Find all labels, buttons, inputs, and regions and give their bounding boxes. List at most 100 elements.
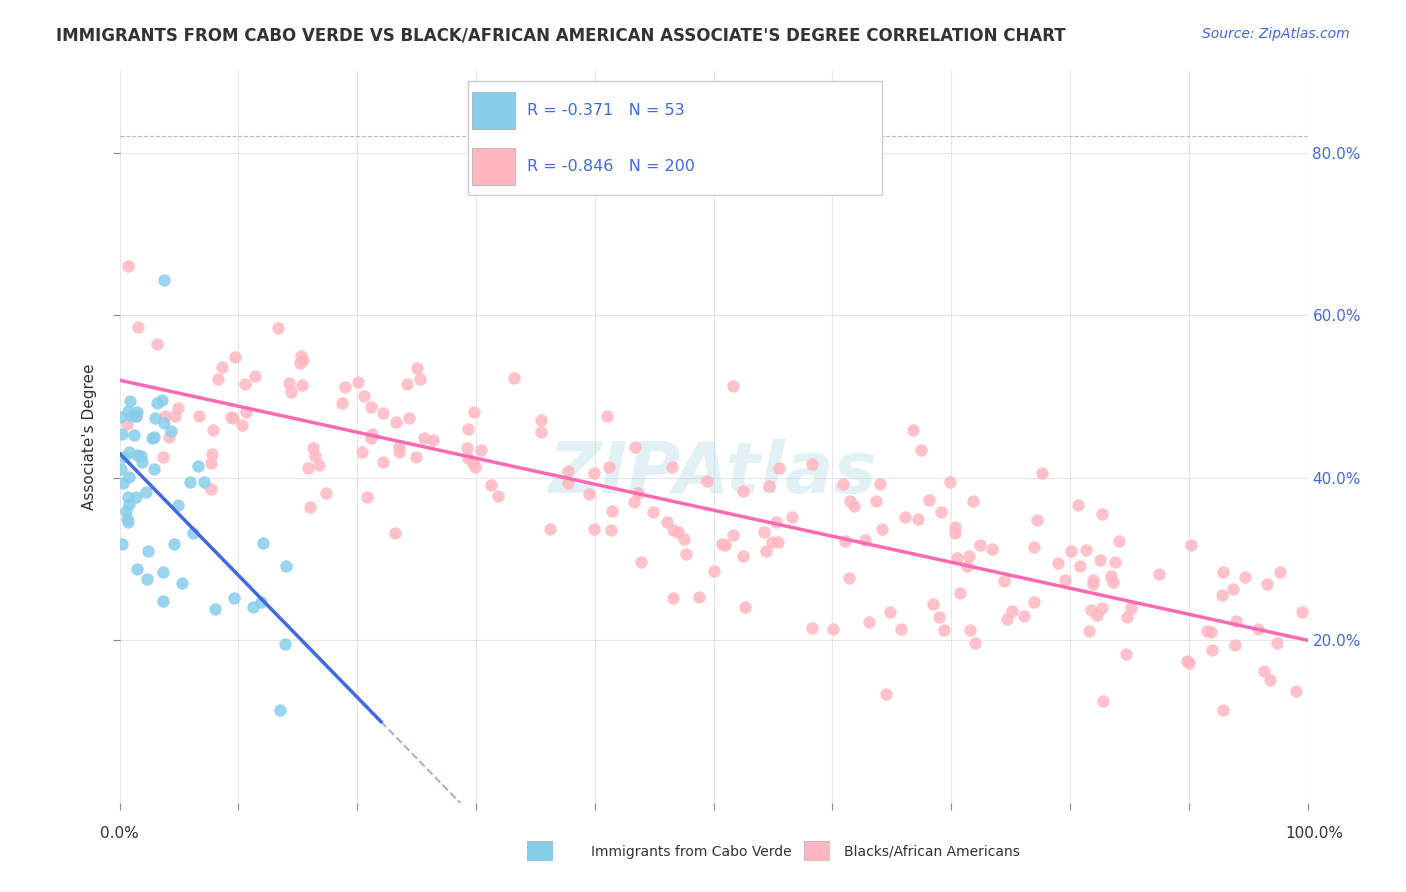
Point [166, 401, 188, 415]
Point [630, 555, 652, 569]
Point [1285, 683, 1308, 698]
Point [398, 411, 420, 425]
Text: 100.0%: 100.0% [1285, 827, 1344, 841]
Point [274, 637, 297, 651]
Point [1256, 577, 1278, 591]
Point [557, 475, 579, 490]
Point [758, 478, 780, 492]
Point [143, 411, 166, 425]
Point [918, 492, 941, 507]
Point [470, 442, 492, 457]
Point [120, 393, 142, 408]
Point [823, 622, 845, 636]
Point [1101, 569, 1123, 583]
Point [765, 515, 787, 529]
Point [875, 687, 897, 701]
Point [233, 377, 256, 392]
Point [801, 457, 824, 471]
Point [666, 524, 689, 539]
Point [117, 490, 139, 504]
Point [502, 371, 524, 385]
Point [250, 595, 273, 609]
Point [981, 542, 1004, 557]
Point [111, 475, 134, 490]
Point [125, 490, 148, 504]
Point [350, 444, 373, 458]
Point [1253, 664, 1275, 678]
Point [167, 498, 190, 512]
Point [146, 395, 169, 409]
Point [1069, 558, 1091, 573]
Point [869, 476, 891, 491]
Point [662, 523, 685, 537]
Text: IMMIGRANTS FROM CABO VERDE VS BLACK/AFRICAN AMERICAN ASSOCIATE'S DEGREE CORRELAT: IMMIGRANTS FROM CABO VERDE VS BLACK/AFRI… [56, 27, 1066, 45]
Text: R = -0.371   N = 53: R = -0.371 N = 53 [527, 103, 685, 118]
Point [903, 423, 925, 437]
Point [831, 476, 853, 491]
Point [457, 422, 479, 436]
Point [1268, 565, 1291, 579]
Point [932, 623, 955, 637]
Point [347, 376, 370, 390]
Point [360, 426, 382, 441]
Point [292, 353, 315, 368]
Point [721, 527, 744, 541]
Point [464, 460, 486, 475]
Point [1265, 636, 1288, 650]
Point [127, 448, 149, 462]
Point [125, 409, 148, 423]
Point [894, 509, 917, 524]
Point [1026, 513, 1049, 527]
Point [127, 320, 149, 334]
Point [1147, 567, 1170, 582]
Point [141, 431, 163, 445]
Point [962, 493, 984, 508]
Point [1116, 610, 1139, 624]
Point [1024, 540, 1046, 554]
Point [153, 416, 176, 430]
Point [146, 337, 169, 351]
Point [131, 455, 153, 469]
Point [949, 585, 972, 599]
Point [302, 441, 325, 455]
Text: R = -0.846   N = 200: R = -0.846 N = 200 [527, 159, 695, 174]
Point [943, 525, 966, 540]
Point [1092, 694, 1115, 708]
Point [598, 460, 620, 475]
Point [315, 486, 337, 500]
Point [252, 536, 274, 550]
Point [755, 543, 778, 558]
Point [138, 543, 160, 558]
Point [360, 400, 382, 414]
Point [1054, 574, 1077, 588]
Point [870, 522, 893, 536]
Point [1031, 466, 1053, 480]
Point [623, 495, 645, 509]
Point [1074, 542, 1097, 557]
Point [1180, 538, 1202, 552]
Point [910, 442, 932, 457]
Point [1090, 507, 1112, 521]
Point [461, 456, 484, 470]
Point [583, 522, 606, 536]
Point [298, 500, 321, 514]
Point [125, 409, 148, 423]
FancyBboxPatch shape [468, 81, 882, 195]
Point [1201, 643, 1223, 657]
Point [1211, 588, 1233, 602]
Point [110, 409, 132, 424]
Point [1085, 607, 1108, 622]
Point [388, 440, 411, 454]
Point [1104, 555, 1126, 569]
Text: Immigrants from Cabo Verde: Immigrants from Cabo Verde [591, 845, 792, 859]
Point [125, 405, 148, 419]
Point [643, 505, 665, 519]
Point [152, 594, 174, 608]
Point [672, 532, 695, 546]
Point [388, 444, 411, 458]
Point [111, 426, 134, 441]
Point [1001, 604, 1024, 618]
Point [288, 356, 311, 370]
Point [538, 522, 561, 536]
Point [731, 549, 754, 563]
